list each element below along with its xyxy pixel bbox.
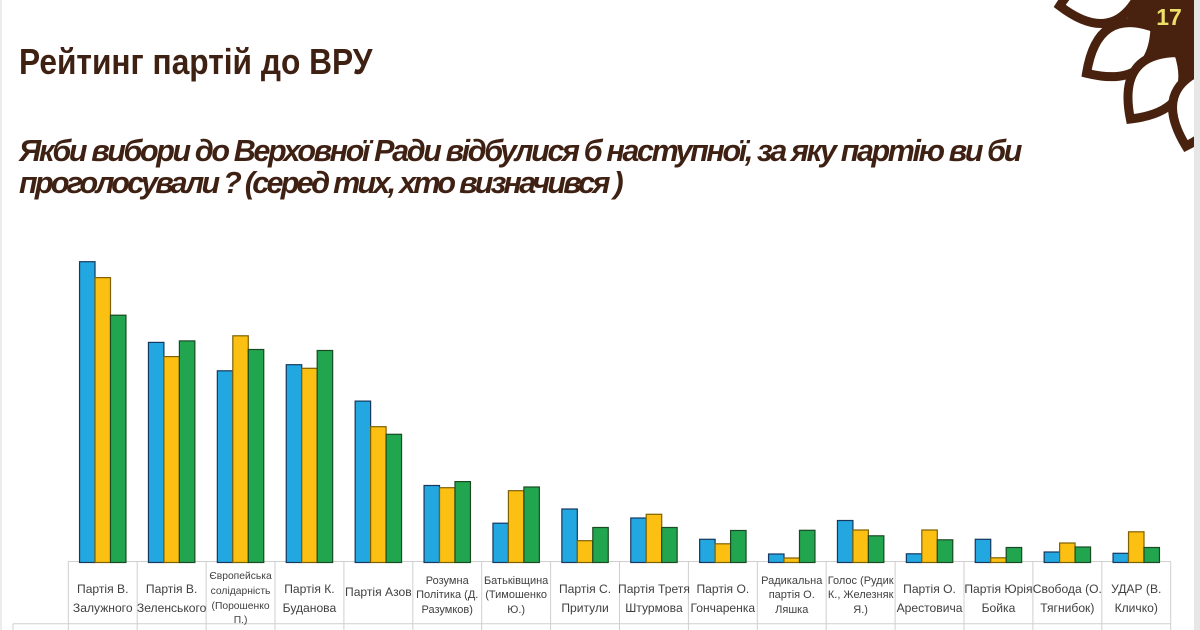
svg-text:17: 17: [1156, 4, 1182, 30]
